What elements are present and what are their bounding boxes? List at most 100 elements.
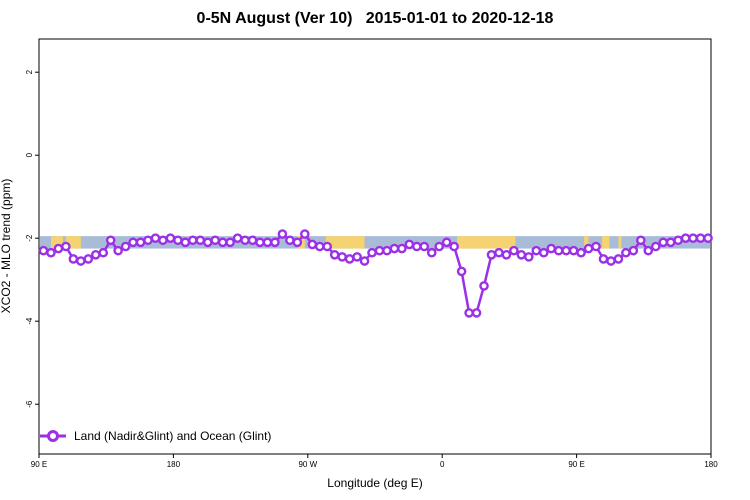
- data-point-23: [210, 235, 221, 246]
- data-point-59: [479, 281, 489, 291]
- data-point-27: [240, 235, 250, 246]
- data-point-52: [426, 247, 437, 258]
- chart-title: 0-5N August (Ver 10) 2015-01-01 to 2020-…: [196, 10, 554, 27]
- data-point-56: [456, 266, 467, 277]
- land-band-segment-3: [325, 236, 365, 249]
- data-point-43: [359, 256, 370, 266]
- data-point-12: [128, 237, 138, 248]
- data-point-82: [650, 241, 661, 252]
- data-point-65: [524, 252, 534, 262]
- data-point-35: [300, 229, 310, 239]
- data-point-29: [255, 237, 265, 248]
- data-point-89: [703, 233, 713, 243]
- data-point-55: [449, 241, 459, 252]
- data-point-41: [344, 254, 355, 264]
- data-point-25: [225, 237, 235, 248]
- legend: Land (Nadir&Glint) and Ocean (Glint): [40, 429, 271, 443]
- land-band-segment-5: [584, 236, 589, 249]
- land-band-segment-7: [618, 236, 622, 249]
- land-band-segment-4: [457, 236, 516, 249]
- data-point-88: [695, 233, 706, 243]
- data-point-75: [598, 254, 609, 264]
- data-point-66: [531, 245, 542, 256]
- data-point-78: [621, 247, 631, 258]
- land-band-segment-0: [50, 236, 63, 249]
- data-point-6: [83, 254, 94, 264]
- y-axis-title: XCO2 - MLO trend (ppm): [0, 179, 13, 314]
- data-point-74: [591, 241, 601, 252]
- data-point-54: [441, 237, 452, 248]
- data-point-68: [546, 243, 557, 254]
- data-point-69: [553, 245, 564, 256]
- data-point-79: [628, 245, 639, 256]
- plot-frame: [38, 38, 712, 455]
- data-point-40: [337, 252, 347, 262]
- data-point-17: [165, 233, 176, 243]
- data-point-36: [307, 239, 318, 250]
- data-point-81: [643, 245, 654, 256]
- data-point-31: [270, 237, 280, 248]
- data-point-86: [680, 233, 691, 243]
- data-point-33: [285, 235, 295, 246]
- data-point-51: [419, 241, 430, 252]
- data-point-67: [538, 247, 549, 258]
- data-point-18: [173, 235, 183, 246]
- data-point-15: [150, 233, 161, 243]
- y-tick-label-1: 0: [25, 152, 34, 157]
- data-point-30: [262, 237, 273, 248]
- land-band-segment-6: [601, 236, 610, 249]
- data-point-80: [636, 235, 646, 246]
- data-point-1: [46, 247, 56, 258]
- data-point-7: [90, 249, 101, 260]
- data-point-8: [98, 247, 109, 258]
- data-point-60: [486, 249, 497, 260]
- data-point-50: [412, 241, 422, 252]
- data-point-11: [120, 241, 131, 252]
- data-point-62: [501, 249, 512, 260]
- data-point-53: [434, 241, 445, 252]
- data-point-49: [404, 239, 415, 250]
- data-point-84: [665, 237, 676, 248]
- x-tick-label-0: 90 E: [31, 460, 47, 469]
- data-point-64: [516, 249, 527, 260]
- data-point-32: [277, 229, 288, 239]
- data-point-13: [135, 237, 146, 248]
- y-tick-label-0: 2: [25, 69, 34, 74]
- data-point-83: [658, 237, 669, 248]
- data-point-5: [76, 256, 86, 266]
- legend-label: Land (Nadir&Glint) and Ocean (Glint): [74, 429, 271, 443]
- data-point-87: [688, 233, 698, 243]
- y-tick-label-3: -4: [25, 317, 34, 325]
- data-point-38: [322, 241, 333, 252]
- data-point-19: [180, 237, 191, 248]
- data-point-14: [143, 235, 153, 246]
- series-land-ocean: [38, 229, 713, 318]
- data-point-21: [195, 235, 206, 246]
- legend-marker-swatch: [47, 430, 59, 442]
- data-point-57: [464, 308, 474, 318]
- x-tick-label-4: 90 E: [568, 460, 584, 469]
- data-point-63: [509, 245, 519, 256]
- data-point-46: [382, 245, 392, 256]
- data-point-45: [374, 245, 385, 256]
- data-point-4: [68, 254, 79, 264]
- x-axis-title: Longitude (deg E): [327, 476, 422, 490]
- x-tick-label-1: 180: [167, 460, 181, 469]
- data-point-39: [329, 249, 340, 260]
- data-point-34: [292, 237, 303, 248]
- y-tick-label-2: -2: [25, 234, 34, 242]
- x-tick-label-3: 0: [440, 460, 445, 469]
- data-point-72: [576, 247, 586, 258]
- data-point-20: [188, 235, 198, 246]
- data-point-3: [61, 241, 71, 252]
- data-point-77: [613, 254, 624, 264]
- data-point-22: [202, 237, 213, 248]
- data-point-48: [397, 243, 407, 254]
- data-point-26: [232, 233, 243, 243]
- data-point-58: [471, 308, 482, 318]
- data-point-9: [105, 235, 116, 246]
- data-point-0: [38, 245, 49, 256]
- x-tick-label-2: 90 W: [298, 460, 317, 469]
- data-point-61: [494, 247, 504, 258]
